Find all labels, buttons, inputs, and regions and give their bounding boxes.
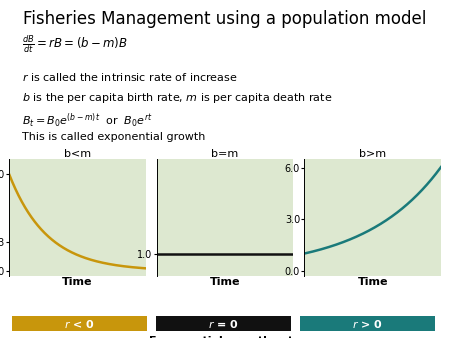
Text: $r$ > 0: $r$ > 0: [352, 318, 383, 330]
Text: $B_t = B_0e^{(b-m)t}$  or  $B_0e^{rt}$: $B_t = B_0e^{(b-m)t}$ or $B_0e^{rt}$: [22, 112, 153, 130]
Title: b<m: b<m: [64, 148, 91, 159]
X-axis label: Time: Time: [210, 277, 240, 287]
Text: This is called exponential growth: This is called exponential growth: [22, 132, 205, 142]
Text: $b$ is the per capita birth rate, $m$ is per capita death rate: $b$ is the per capita birth rate, $m$ is…: [22, 91, 332, 105]
Bar: [12, 316, 147, 332]
X-axis label: Time: Time: [62, 277, 93, 287]
Bar: [156, 316, 291, 332]
Text: $\frac{dB}{dt} = rB = (b - m)B$: $\frac{dB}{dt} = rB = (b - m)B$: [22, 33, 128, 55]
Title: b>m: b>m: [359, 148, 386, 159]
Text: Fisheries Management using a population model: Fisheries Management using a population …: [23, 10, 427, 28]
Title: b=m: b=m: [212, 148, 239, 159]
Bar: [300, 316, 435, 332]
Text: $r$ is called the intrinsic rate of increase: $r$ is called the intrinsic rate of incr…: [22, 71, 238, 83]
Text: $r$ < 0: $r$ < 0: [64, 318, 95, 330]
Text: Exponential growth rate: Exponential growth rate: [149, 336, 301, 338]
Text: $r$ = 0: $r$ = 0: [208, 318, 239, 330]
X-axis label: Time: Time: [357, 277, 388, 287]
